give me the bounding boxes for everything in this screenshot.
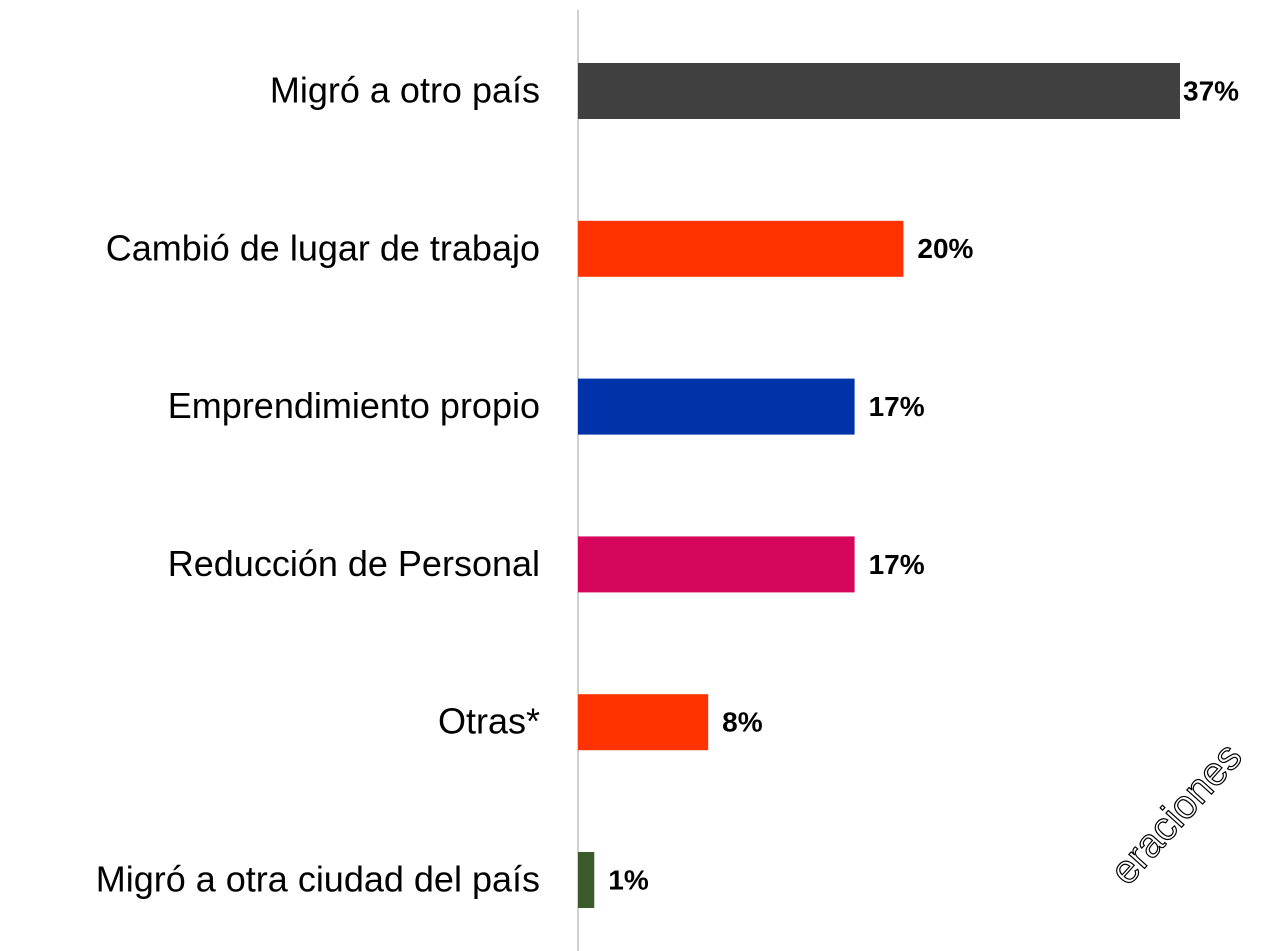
value-label: 20% <box>917 233 973 264</box>
bar <box>578 694 709 751</box>
watermark: eraciones <box>1102 735 1251 893</box>
category-label: Reducción de Personal <box>168 543 540 584</box>
category-label: Migró a otra ciudad del país <box>96 859 540 900</box>
bar <box>578 378 855 435</box>
bar <box>578 63 1180 119</box>
value-label: 37% <box>1183 75 1239 106</box>
bar <box>578 220 904 277</box>
value-label: 1% <box>608 864 649 895</box>
bar <box>578 852 595 908</box>
value-label: 17% <box>869 549 925 580</box>
value-label: 17% <box>869 391 925 422</box>
category-label: Otras* <box>438 701 540 742</box>
category-label: Cambió de lugar de trabajo <box>106 227 540 268</box>
category-label: Migró a otro país <box>270 70 540 111</box>
bar <box>578 536 855 593</box>
value-label: 8% <box>722 707 763 738</box>
category-label: Emprendimiento propio <box>168 385 540 426</box>
